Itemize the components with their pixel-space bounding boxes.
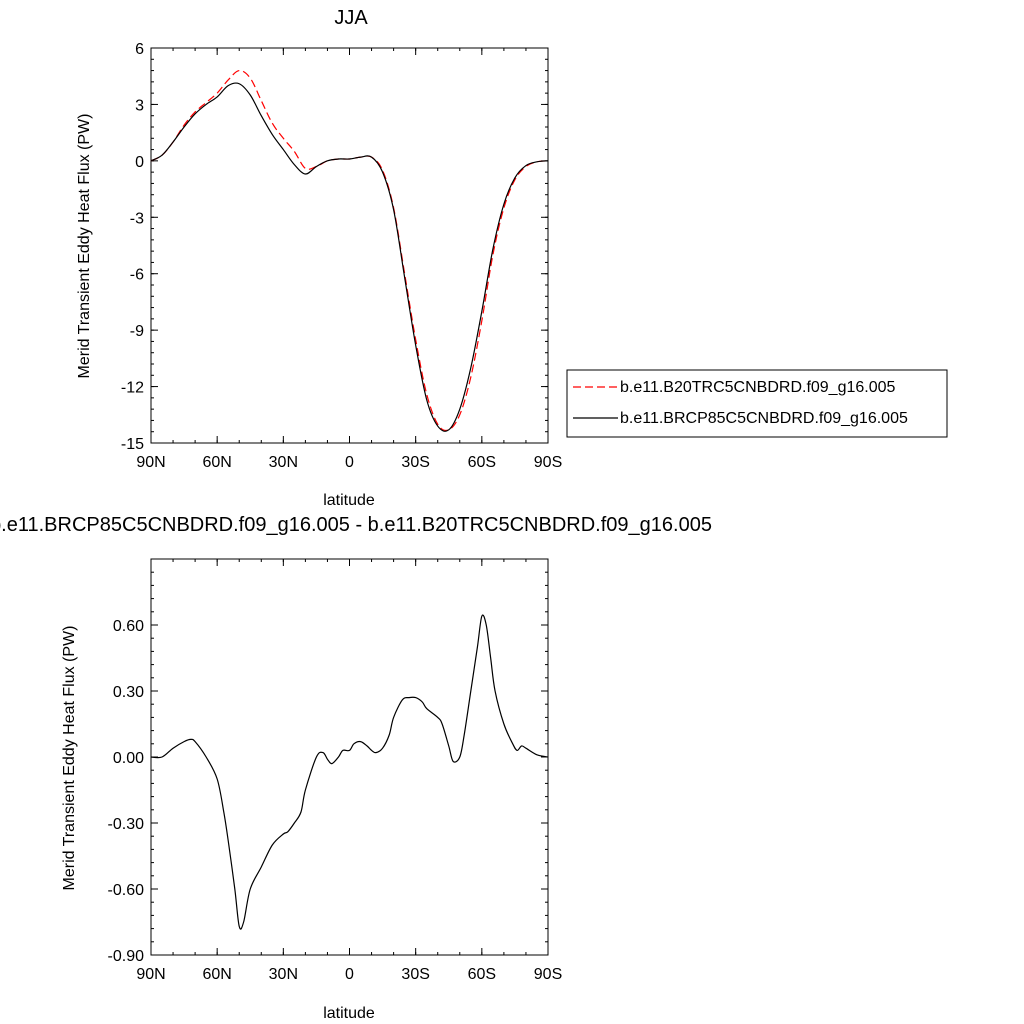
bottom-y-tick-label: 0.60 (113, 618, 144, 635)
top-x-tick-label: 30N (269, 454, 298, 471)
top-x-axis: 90N 60N 30N 0 30S 60S 90S (136, 48, 562, 471)
top-y-tick-label: -15 (121, 436, 144, 453)
bottom-x-tick-label: 90S (534, 966, 562, 983)
legend-label-rcp85: b.e11.BRCP85C5CNBDRD.f09_g16.005 (620, 410, 908, 427)
bottom-x-tick-label: 60S (468, 966, 496, 983)
bottom-x-axis: 90N 60N 30N 0 30S 60S 90S (136, 559, 562, 983)
bottom-panel-title: b.e11.BRCP85C5CNBDRD.f09_g16.005 - b.e11… (0, 514, 712, 536)
bottom-x-tick-label: 30N (269, 966, 298, 983)
top-plot-frame (150, 47, 549, 444)
top-series-lines (150, 69, 549, 432)
bottom-x-axis-label: latitude (323, 1005, 375, 1022)
bottom-x-tick-label: 90N (136, 966, 165, 983)
top-x-tick-label: 90S (534, 454, 562, 471)
top-x-axis-label: latitude (323, 492, 375, 509)
legend-box (566, 369, 948, 438)
top-y-tick-label: -12 (121, 380, 144, 397)
top-series-line-0 (150, 69, 549, 432)
top-y-tick-label: -9 (130, 323, 144, 340)
top-y-tick-label: -6 (130, 267, 144, 284)
bottom-y-tick-label: -0.60 (108, 882, 145, 899)
bottom-x-tick-label: 60N (202, 966, 231, 983)
bottom-y-axis-label: Merid Transient Eddy Heat Flux (PW) (61, 626, 78, 891)
top-x-tick-label: 60N (202, 454, 231, 471)
top-x-tick-label: 0 (345, 454, 354, 471)
bottom-x-tick-label: 30S (401, 966, 429, 983)
bottom-y-tick-label: -0.30 (108, 816, 145, 833)
top-x-tick-label: 30S (401, 454, 429, 471)
top-y-axis: -15 -12 -9 -6 -3 0 3 6 (121, 41, 548, 453)
bottom-series-lines (150, 614, 549, 930)
legend-label-historical: b.e11.B20TRC5CNBDRD.f09_g16.005 (620, 379, 896, 396)
bottom-y-tick-label: -0.90 (108, 948, 145, 965)
top-y-tick-label: 3 (135, 97, 144, 114)
bottom-y-tick-label: 0.30 (113, 684, 144, 701)
bottom-y-tick-label: 0.00 (113, 750, 144, 767)
top-y-tick-label: -3 (130, 210, 144, 227)
top-x-tick-label: 60S (468, 454, 496, 471)
legend: b.e11.B20TRC5CNBDRD.f09_g16.005 b.e11.BR… (566, 369, 948, 438)
top-y-tick-label: 6 (135, 41, 144, 58)
top-y-tick-label: 0 (135, 154, 144, 171)
bottom-plot-frame (150, 558, 549, 956)
bottom-y-axis: -0.90 -0.60 -0.30 0.00 0.30 0.60 (108, 558, 548, 965)
top-y-axis-label: Merid Transient Eddy Heat Flux (PW) (76, 114, 93, 379)
bottom-x-tick-label: 0 (345, 966, 354, 983)
bottom-series-line-0 (150, 614, 549, 930)
top-x-tick-label: 90N (136, 454, 165, 471)
top-series-line-1 (150, 82, 549, 432)
top-panel-title: JJA (334, 7, 368, 29)
bottom-panel: b.e11.BRCP85C5CNBDRD.f09_g16.005 - b.e11… (0, 514, 712, 1022)
